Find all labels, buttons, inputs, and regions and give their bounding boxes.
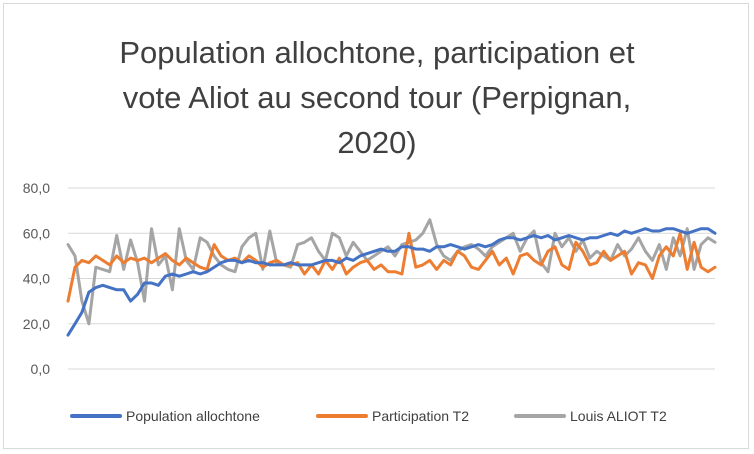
y-tick-label: 20,0 [23,316,50,332]
legend: Population allochtone Participation T2 L… [0,404,754,428]
gridlines [68,187,715,370]
chart-title-line-1: Population allochtone, participation et [119,35,635,70]
legend-swatch-population [70,414,122,418]
y-tick-label: 80,0 [23,180,50,196]
chart-title: Population allochtone, participation et … [0,30,754,165]
legend-item-population: Population allochtone [70,404,260,428]
legend-swatch-aliot [514,414,566,418]
y-tick-label: 60,0 [23,225,50,241]
y-axis-ticks: 0,0 20,0 40,0 60,0 80,0 [23,180,50,377]
y-tick-label: 40,0 [23,271,50,287]
series-line-population-allochtone [66,227,717,337]
legend-label-participation: Participation T2 [372,408,470,424]
series-line-participation-t2 [66,231,717,303]
legend-swatch-participation [316,414,368,418]
chart-frame [3,3,749,449]
series-lines [66,218,717,337]
chart-title-line-3: 2020) [337,125,417,160]
legend-item-aliot: Louis ALIOT T2 [514,404,667,428]
legend-label-population: Population allochtone [126,408,260,424]
chart-title-line-2: vote Aliot au second tour (Perpignan, [122,80,632,115]
legend-item-participation: Participation T2 [316,404,469,428]
y-tick-label: 0,0 [31,361,51,377]
legend-label-aliot: Louis ALIOT T2 [570,408,667,424]
